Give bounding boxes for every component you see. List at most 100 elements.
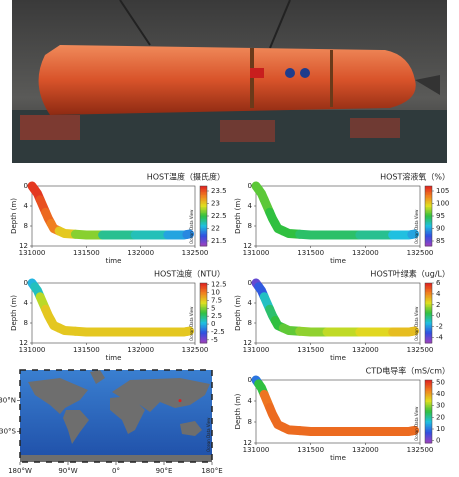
colorbar-segment	[425, 289, 432, 291]
colorbar-segment	[425, 228, 432, 230]
colorbar-tick-label: 10	[436, 425, 445, 433]
colorbar-segment	[425, 296, 432, 299]
colorbar-segment	[200, 298, 207, 300]
y-tick-label: 8	[248, 319, 252, 327]
colorbar-segment	[425, 201, 432, 203]
colorbar-segment	[200, 243, 207, 245]
colorbar-segment	[425, 433, 432, 436]
y-axis-label: Depth (m)	[234, 198, 242, 234]
y-axis-label: Depth (m)	[234, 393, 242, 429]
colorbar-segment	[200, 319, 207, 321]
colorbar-segment	[425, 207, 432, 209]
colorbar-segment	[425, 435, 432, 438]
colorbar-segment	[200, 322, 207, 324]
land	[90, 370, 105, 384]
colorbar-segment	[425, 438, 432, 441]
colorbar-segment	[200, 240, 207, 242]
colorbar-segment	[200, 292, 207, 294]
colorbar-segment	[200, 199, 207, 202]
colorbar-segment	[425, 319, 432, 321]
y-tick-label: 4	[248, 202, 253, 210]
y-tick-label: 0	[248, 279, 252, 287]
colorbar-segment	[425, 331, 432, 333]
colorbar-segment	[200, 286, 207, 288]
colorbar-segment	[200, 213, 207, 215]
colorbar-segment	[425, 322, 432, 324]
colorbar-segment	[425, 190, 432, 193]
colorbar-segment	[200, 195, 207, 197]
y-tick-label: 0	[248, 376, 252, 384]
colorbar-segment	[425, 439, 432, 442]
colorbar-tick-label: 100	[436, 200, 449, 208]
colorbar-segment	[425, 292, 432, 294]
colorbar-segment	[425, 398, 432, 401]
x-tick-label: 132000	[352, 346, 379, 354]
y-tick-label: 4	[248, 397, 253, 405]
colorbar-segment	[425, 305, 432, 308]
chart-title: HOST叶绿素（ug/L）	[370, 269, 450, 279]
track-point	[182, 326, 195, 336]
colorbar-segment	[200, 187, 207, 190]
colorbar-segment	[425, 431, 432, 435]
track-point	[407, 326, 420, 336]
colorbar-segment	[425, 283, 432, 285]
colorbar-segment	[200, 331, 207, 333]
colorbar-segment	[425, 308, 432, 311]
y-tick-label: 4	[248, 299, 253, 307]
colorbar-segment	[425, 402, 432, 405]
colorbar-tick-label: 10	[211, 288, 220, 296]
colorbar-segment	[425, 436, 432, 439]
colorbar-segment	[425, 337, 432, 339]
colorbar-tick-label: 105	[436, 187, 449, 195]
y-tick-label: 12	[243, 439, 252, 447]
x-tick-label: 131000	[243, 446, 270, 454]
colorbar-segment	[425, 195, 432, 197]
x-tick-label: 90°W	[58, 467, 77, 475]
colorbar-segment	[425, 241, 432, 244]
x-tick-label: 131000	[19, 346, 46, 354]
colorbar-segment	[200, 235, 207, 238]
colorbar-segment	[425, 243, 432, 245]
colorbar-segment	[200, 326, 207, 329]
x-tick-label: 132500	[407, 249, 434, 257]
colorbar-segment	[425, 340, 432, 342]
x-tick-label: 131500	[73, 346, 100, 354]
y-tick-label: 0	[248, 182, 252, 190]
site	[178, 399, 182, 403]
colorbar-segment	[425, 293, 432, 296]
colorbar-tick-label: 23	[211, 200, 220, 208]
colorbar-segment	[200, 317, 207, 320]
colorbar-segment	[425, 394, 432, 397]
colorbar-segment	[425, 284, 432, 287]
colorbar-segment	[425, 229, 432, 232]
colorbar-segment	[425, 409, 432, 412]
colorbar-segment	[425, 295, 432, 297]
colorbar-segment	[425, 219, 432, 221]
colorbar-tick-label: -2	[436, 323, 443, 331]
x-axis-label: time	[330, 354, 346, 362]
colorbar-segment	[425, 226, 432, 229]
colorbar-tick-label: 0	[436, 312, 440, 320]
colorbar-segment	[425, 232, 432, 235]
y-tick-label: 12	[19, 242, 28, 250]
chart-title: HOST浊度（NTU）	[154, 269, 225, 279]
colorbar-tick-label: 95	[436, 212, 445, 220]
colorbar-segment	[200, 201, 207, 203]
colorbar-segment	[200, 220, 207, 223]
colorbar-segment	[200, 244, 207, 247]
colorbar-segment	[200, 223, 207, 226]
x-tick-label: 0°	[112, 467, 120, 475]
x-tick-label: 132000	[127, 249, 154, 257]
colorbar-tick-label: 21.5	[211, 237, 227, 245]
colorbar-segment	[425, 199, 432, 202]
colorbar-segment	[425, 302, 432, 305]
colorbar-tick-label: 85	[436, 237, 445, 245]
colorbar-segment	[200, 237, 207, 239]
track-point	[70, 326, 108, 337]
colorbar-segment	[200, 241, 207, 244]
colorbar-segment	[200, 340, 207, 342]
colorbar-segment	[425, 317, 432, 320]
colorbar-segment	[425, 427, 432, 430]
colorbar-segment	[425, 391, 432, 394]
colorbar-segment	[200, 208, 207, 211]
